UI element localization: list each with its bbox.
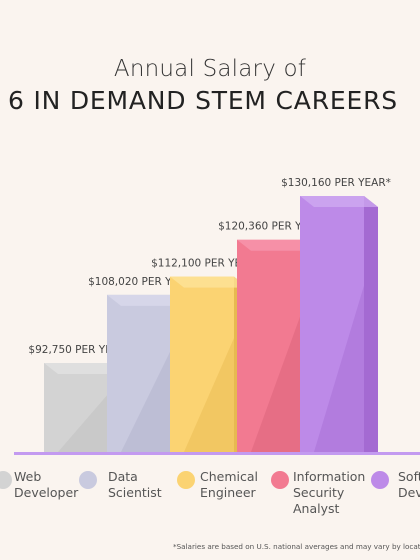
- bar-value-label: $130,160 PER YEAR*: [281, 177, 391, 189]
- bar-value-label: $112,100 PER YEAR*: [151, 258, 261, 270]
- legend-label: Information: [293, 469, 365, 484]
- legend-swatch: [0, 471, 12, 489]
- legend-label: Chemical: [200, 469, 258, 484]
- legend-swatch: [371, 471, 389, 489]
- bar-top: [44, 363, 122, 374]
- bar-top: [237, 239, 315, 251]
- legend-label: Analyst: [293, 501, 340, 516]
- legend-label: Developer: [14, 485, 79, 500]
- bar: [300, 196, 364, 452]
- bar-shade: [251, 314, 301, 452]
- bar: [237, 239, 301, 452]
- legend-label: Scientist: [108, 485, 162, 500]
- bar-side: [364, 196, 378, 452]
- chart-baseline: [14, 452, 420, 455]
- bar: [107, 294, 171, 452]
- bar-shade: [314, 285, 364, 452]
- bar: [170, 276, 234, 452]
- bar-top: [170, 276, 248, 288]
- bar-shade: [184, 338, 234, 452]
- legend-label: Engineer: [200, 485, 257, 500]
- legend-swatch: [79, 471, 97, 489]
- bar-top: [107, 294, 185, 306]
- bar-shade: [58, 394, 108, 452]
- legend-swatch: [177, 471, 195, 489]
- legend-swatch: [271, 471, 289, 489]
- bar: [44, 363, 108, 452]
- chart-title: Annual Salary of: [113, 56, 307, 82]
- legend-label: Dev: [398, 485, 420, 500]
- legend-label: Soft: [398, 469, 420, 484]
- bar-top: [300, 196, 378, 207]
- footnote: *Salaries are based on U.S. national ave…: [173, 542, 420, 551]
- legend-label: Web: [14, 469, 41, 484]
- bar-value-label: $92,750 PER YEAR*: [28, 344, 131, 356]
- legend-label: Data: [108, 469, 138, 484]
- bar-shade: [121, 349, 171, 452]
- legend-label: Security: [293, 485, 345, 500]
- chart-subtitle: 6 IN DEMAND STEM CAREERS: [8, 86, 398, 115]
